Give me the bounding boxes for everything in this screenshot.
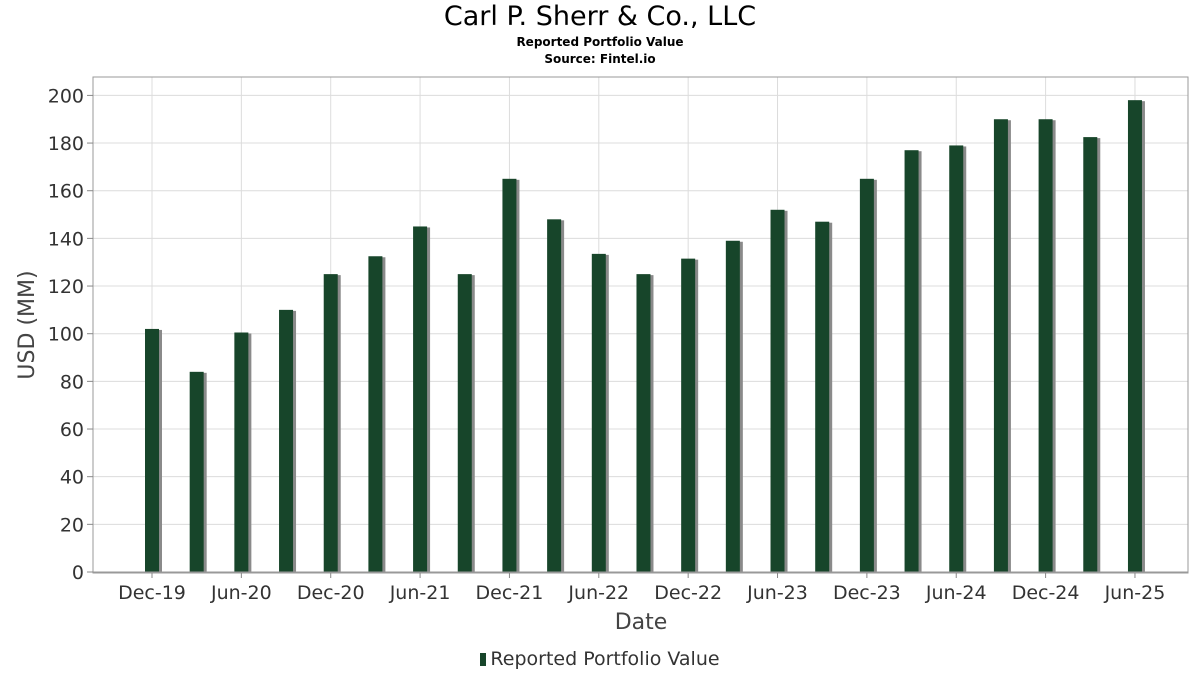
- bar-Mar-21: [368, 256, 383, 572]
- bar-Mar-22: [547, 219, 562, 573]
- y-tick-label: 80: [60, 371, 84, 393]
- bar-Jun-21: [413, 226, 428, 572]
- bar-Dec-20: [323, 274, 338, 572]
- y-tick-label: 40: [60, 467, 84, 489]
- x-axis-label: Date: [615, 610, 668, 635]
- y-tick-label: 140: [48, 228, 84, 250]
- plot-frame: [92, 76, 1189, 574]
- bars-layer: [145, 100, 1145, 573]
- x-tick-label: Dec-24: [1012, 582, 1080, 604]
- legend-swatch: [480, 653, 487, 666]
- x-tick-label: Dec-23: [833, 582, 901, 604]
- bar-Jun-23: [770, 209, 785, 572]
- bar-Jun-25: [1127, 100, 1142, 572]
- bar-Jun-24: [949, 145, 964, 572]
- chart-subtitle: Reported Portfolio Value: [516, 35, 684, 49]
- y-tick-label: 100: [48, 324, 84, 346]
- x-tick-label: Jun-22: [567, 582, 629, 604]
- bar-Jun-22: [591, 253, 606, 572]
- axis-layer: 0 20 40 60 80 100 120 140 160 180 200 Dec-19 Jun-20 D…: [48, 85, 1188, 604]
- bar-Mar-20: [189, 371, 204, 572]
- x-tick-label: Jun-23: [746, 582, 808, 604]
- bar-Mar-23: [725, 240, 740, 572]
- y-tick-label: 20: [60, 514, 84, 536]
- x-tick-label: Jun-21: [389, 582, 451, 604]
- bar-Mar-25: [1083, 137, 1098, 573]
- x-tick-label: Dec-19: [118, 582, 186, 604]
- bar-Sep-21: [457, 274, 472, 572]
- chart-legend: Reported Portfolio Value: [0, 647, 1200, 671]
- legend-label: Reported Portfolio Value: [490, 648, 720, 670]
- y-axis-label: USD (MM): [15, 270, 40, 379]
- bar-Sep-24: [993, 119, 1008, 572]
- x-tick-label: Jun-25: [1104, 582, 1166, 604]
- bar-Dec-19: [145, 328, 159, 572]
- bar-Dec-24: [1038, 119, 1053, 572]
- bar-Dec-22: [681, 258, 696, 572]
- chart-source: Source: Fintel.io: [544, 52, 656, 66]
- bar-Dec-21: [502, 178, 517, 572]
- bar-Mar-24: [904, 150, 919, 573]
- chart-title: Carl P. Sherr & Co., LLC: [443, 1, 757, 32]
- y-tick-label: 120: [48, 276, 84, 298]
- x-tick-label: Dec-21: [476, 582, 544, 604]
- x-tick-label: Dec-22: [654, 582, 722, 604]
- bar-Sep-20: [279, 309, 294, 572]
- y-tick-label: 60: [60, 419, 84, 441]
- y-tick-label: 200: [48, 85, 84, 107]
- bar-Jun-20: [234, 332, 249, 572]
- y-tick-label: 160: [48, 181, 84, 203]
- bar-Sep-23: [815, 221, 830, 572]
- y-tick-label: 0: [72, 562, 84, 584]
- y-tick-label: 180: [48, 133, 84, 155]
- bar-Sep-22: [636, 274, 651, 572]
- bar-Dec-23: [859, 178, 874, 572]
- x-tick-label: Jun-20: [210, 582, 272, 604]
- x-tick-label: Jun-24: [925, 582, 987, 604]
- x-tick-label: Dec-20: [297, 582, 365, 604]
